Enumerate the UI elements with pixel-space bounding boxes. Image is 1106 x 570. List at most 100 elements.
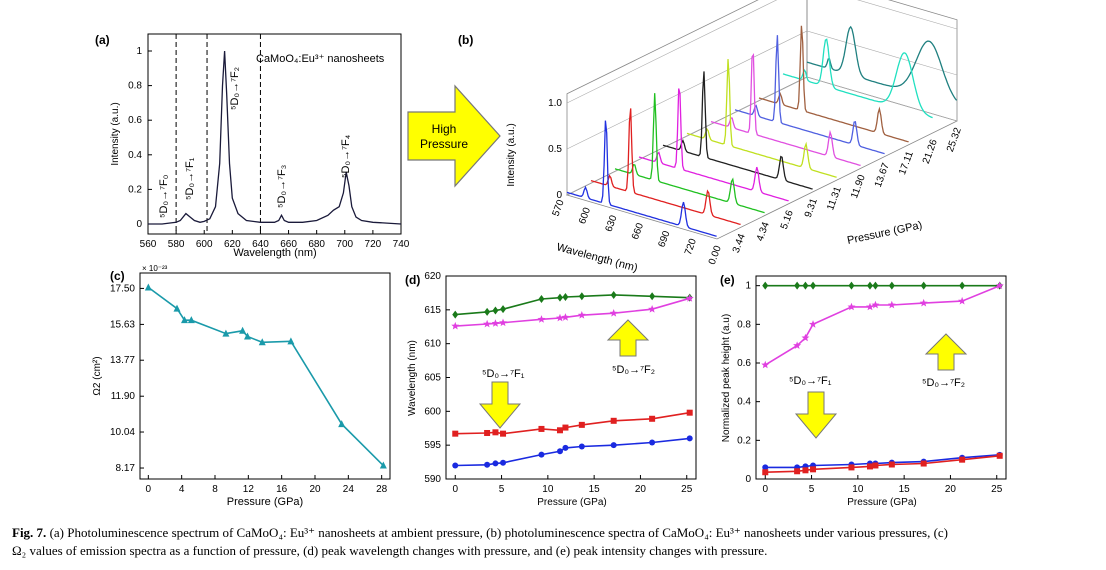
panel-e-data-point [959,281,966,290]
panel-d-xtick-label: 25 [681,484,693,495]
panel-d-ytick-label: 620 [424,271,441,282]
panel-c-data-point [187,316,195,324]
panel-d-data-point [452,310,459,319]
panel-e-data-point [762,464,769,471]
panel-e-data-point [958,296,967,305]
panel-c-xtick-label: 16 [276,484,288,495]
panel-d-data-point [577,311,586,319]
figure-caption: Fig. 7. (a) Photoluminescence spectrum o… [12,524,1098,560]
panel-c-ytick-label: 8.17 [116,463,136,474]
panel-e-data-point [847,302,856,311]
panel-d-data-point [562,444,569,451]
panel-e-data-point [801,333,810,342]
panel-e-data-point [920,460,927,467]
panel-c-ytick-label: 17.50 [110,283,135,294]
panel-d-series-line [455,297,690,327]
panel-a-xtick-label: 700 [336,239,353,250]
panel-b-wavelength-tick: 630 [604,214,620,234]
annotation-f2: ⁵D₀→⁷F₂ [229,67,241,110]
panel-b-pressure-tick: 25.32 [945,126,964,154]
panel-a-ytick-label: 0.4 [128,150,142,161]
panel-d-data-point [685,294,694,302]
panel-e-label-f1: ⁵D₀→⁷F₁ [789,375,832,387]
panel-d-data-point [451,321,460,330]
panel-b-wavelength-tick: 690 [657,229,673,249]
panel-b-floor [565,76,958,240]
panel-d-arrow-up [606,319,650,357]
panel-a-xtick-label: 720 [365,239,382,250]
arrow-text-high: High [432,122,457,136]
panel-e-ytick-label: 0.8 [737,319,751,330]
panel-d-data-point [556,293,563,302]
panel-b-pressure-tick: 21.26 [921,138,940,166]
panel-d-data-point [492,306,499,315]
panel-c-data-point [222,329,230,337]
panel-d-data-point [648,305,657,313]
panel-b-wavelength-tick: 660 [630,221,646,241]
panel-b-spectrum-line [590,108,741,226]
panel-e-data-point [871,300,880,309]
panel-b-intensity-tick: 1.0 [548,98,562,109]
panel-d-data-point [499,318,507,327]
panel-b-pressure-tick: 13.67 [873,161,892,189]
panel-b-pressure-tick: 3.44 [731,232,748,254]
panel-d-ytick-label: 590 [424,474,441,485]
panel-b-wavelength-tick: 570 [551,198,567,218]
panel-c-data-point [239,326,247,334]
panel-c-ytick-label: 13.77 [110,355,135,366]
panel-d-xtick-label: 15 [589,484,601,495]
panel-d-data-point [686,409,693,416]
panel-b-intensity-tick: 0.5 [548,144,562,155]
panel-c-xtick-label: 4 [179,484,185,495]
panel-a-xtick-label: 580 [168,239,185,250]
panel-b-spectrum-line [686,59,837,178]
panel-b-pressure-tick: 11.31 [825,185,844,212]
panel-a-ytick-label: 0.8 [128,81,142,92]
panel-e-data-point [794,468,801,475]
panel-a-tag: (a) [95,33,110,47]
panel-b-gridline [566,30,958,150]
panel-e-data-point [995,281,1004,290]
panel-d-ytick-label: 605 [424,373,441,384]
panel-b-spectrum-line [662,71,813,190]
panel-c-frame [139,272,391,480]
panel-b-pressure-tick: 4.34 [755,220,772,242]
panel-d-data-point [484,429,491,436]
panel-d-ytick-label: 610 [424,339,441,350]
panel-a-ylabel: Intensity (a.u.) [110,102,121,165]
panel-c-ytick-label: 10.04 [110,427,135,438]
panel-b-gridline [566,0,958,104]
panel-d-data-point [562,424,569,431]
panel-e-data-point [802,467,809,474]
panel-e-data-point [888,281,895,290]
panel-d-data-point [538,425,545,432]
panel-b: (b) 0 0.5 1.0 570 600 630 660 690 720 0.00 3.44 4.3… [458,0,964,274]
panel-c-data-point [181,316,188,324]
panel-d-data-point [500,459,507,466]
panel-e-ytick-label: 0.6 [737,358,751,369]
panel-e-data-point [810,466,817,473]
panel-d-data-point [500,430,507,437]
panel-e-ytick-label: 0.2 [737,435,751,446]
panel-e-data-point [866,281,873,290]
panel-d-xtick-label: 0 [452,484,458,495]
panel-e-data-point [848,464,855,471]
panel-d-data-point [452,462,459,469]
panel-b-pressure-tick: 11.90 [849,173,868,200]
panel-e-arrow-down [794,391,838,439]
panel-e-data-point [793,341,802,349]
panel-b-wavelength-tick: 720 [683,237,699,257]
panel-d-data-point [686,435,693,442]
panel-d-data-point [649,439,656,446]
panel-e-data-point [866,302,874,311]
panel-d-data-point [483,319,492,328]
panel-d-xtick-label: 20 [635,484,647,495]
panel-b-spectrum-line [734,35,885,155]
panel-d-data-point [500,305,507,314]
panel-c-ylabel: Ω2 (cm²) [92,356,103,395]
panel-b-spectrum-line [566,120,717,237]
panel-d-data-point [578,443,585,450]
panel-d-ytick-label: 600 [424,406,441,417]
panel-e-arrow-up [924,333,968,371]
panel-e-data-point [762,281,769,290]
